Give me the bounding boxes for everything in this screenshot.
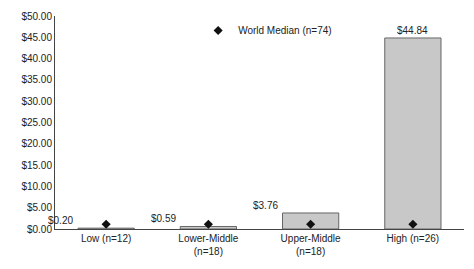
svg-text:$50.00: $50.00 (21, 11, 52, 22)
svg-text:$20.00: $20.00 (21, 138, 52, 149)
svg-text:$0.59: $0.59 (151, 213, 176, 224)
svg-text:World Median (n=74): World Median (n=74) (238, 25, 331, 36)
svg-text:$25.00: $25.00 (21, 117, 52, 128)
svg-text:$15.00: $15.00 (21, 160, 52, 171)
svg-text:$40.00: $40.00 (21, 53, 52, 64)
svg-text:Low (n=12): Low (n=12) (81, 233, 131, 244)
svg-text:$0.20: $0.20 (48, 215, 73, 226)
svg-text:$44.84: $44.84 (397, 25, 428, 36)
svg-text:Lower-Middle(n=18): Lower-Middle(n=18) (178, 233, 238, 257)
svg-text:$35.00: $35.00 (21, 74, 52, 85)
svg-text:$3.76: $3.76 (253, 200, 278, 211)
svg-text:$10.00: $10.00 (21, 181, 52, 192)
svg-text:$45.00: $45.00 (21, 32, 52, 43)
svg-text:$5.00: $5.00 (27, 202, 52, 213)
svg-text:Upper-Middle(n=18): Upper-Middle(n=18) (281, 233, 341, 257)
svg-text:$30.00: $30.00 (21, 96, 52, 107)
svg-text:$0.00: $0.00 (27, 224, 52, 235)
svg-text:High (n=26): High (n=26) (387, 233, 440, 244)
